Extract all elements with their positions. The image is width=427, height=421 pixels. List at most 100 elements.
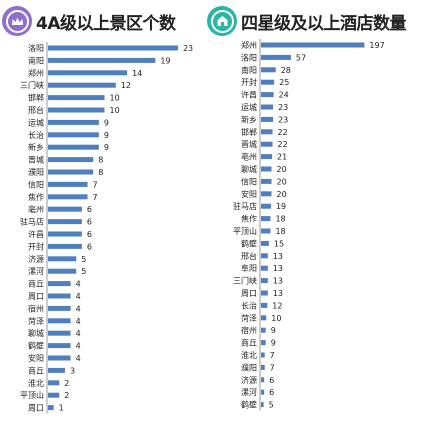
right-chart-value-label: 9 <box>271 326 276 335</box>
right-chart-bar <box>261 253 268 259</box>
left-chart-value-label: 23 <box>183 44 193 53</box>
left-chart-value-label: 14 <box>132 69 142 78</box>
left-chart-category-label: 信阳 <box>28 179 44 189</box>
left-chart-bar <box>48 206 82 212</box>
left-chart-bar <box>48 107 105 113</box>
right-chart-category-label: 长治 <box>241 300 257 310</box>
right-chart-bar <box>261 141 273 147</box>
left-chart-category-label: 漯河 <box>28 266 44 276</box>
right-chart-value-label: 13 <box>273 277 283 286</box>
right-chart-value-label: 23 <box>278 115 288 124</box>
right-chart-value-label: 28 <box>281 66 291 75</box>
left-chart-category-label: 聊城 <box>28 329 44 338</box>
right-chart-value-label: 12 <box>272 301 282 310</box>
left-chart-category-label: 平顶山 <box>20 390 44 400</box>
left-badge <box>2 6 32 36</box>
right-chart-category-label: 邢台 <box>241 251 257 261</box>
right-chart-bar <box>261 42 365 48</box>
right-chart-category-label: 信阳 <box>241 176 257 186</box>
left-chart-bar <box>48 57 156 63</box>
left-chart-bar <box>48 243 82 249</box>
left-chart-bar <box>48 181 88 187</box>
right-chart-value-label: 23 <box>278 103 288 112</box>
right-chart-category-label: 安阳 <box>241 189 257 199</box>
left-chart-bar <box>48 293 71 299</box>
left-chart-value-label: 6 <box>87 230 92 239</box>
right-chart-category-label: 菏泽 <box>241 313 257 323</box>
left-chart-category-label: 新乡 <box>28 142 44 152</box>
left-chart-value-label: 6 <box>87 242 92 251</box>
left-chart-value-label: 4 <box>76 292 81 301</box>
right-chart-category-label: 南阳 <box>241 65 257 75</box>
right-chart-value-label: 197 <box>369 41 384 50</box>
right-chart-bar <box>261 191 272 197</box>
left-chart-value-label: 9 <box>104 131 109 140</box>
right-chart-category-label: 驻马店 <box>233 201 257 211</box>
right-chart-value-label: 10 <box>271 314 281 323</box>
left-chart-value-label: 5 <box>81 255 86 264</box>
right-chart-bar <box>261 104 274 110</box>
left-chart-value-label: 4 <box>76 329 81 338</box>
left-chart-value-label: 9 <box>104 143 109 152</box>
right-chart-category-label: 周口 <box>241 289 257 298</box>
right-chart-bar <box>261 389 265 395</box>
left-chart-value-label: 2 <box>64 391 69 400</box>
left-chart-bar <box>48 144 99 150</box>
left-chart-bar <box>48 367 65 373</box>
left-chart-category-label: 许昌 <box>28 229 44 239</box>
left-chart-bar <box>48 318 71 324</box>
left-badge-ring <box>5 9 29 33</box>
left-chart-bar <box>48 231 82 237</box>
right-chart-value-label: 18 <box>275 215 285 224</box>
right-chart-value-label: 9 <box>271 339 276 348</box>
right-chart-bar <box>261 129 273 135</box>
left-chart-category-label: 周口 <box>28 292 44 301</box>
left-chart-value-label: 4 <box>76 354 81 363</box>
right-chart-category-label: 许昌 <box>241 90 257 100</box>
right-chart-value-label: 18 <box>275 227 285 236</box>
building-icon <box>217 16 227 26</box>
right-chart-bar <box>261 302 268 308</box>
left-chart-category-label: 安阳 <box>28 353 44 363</box>
right-chart-bar <box>261 54 291 60</box>
left-chart-bar <box>48 95 105 101</box>
right-chart-category-label: 阜阳 <box>241 263 257 273</box>
left-chart-bar <box>48 169 94 175</box>
right-chart-bar <box>261 203 271 209</box>
left-chart-value-label: 4 <box>76 280 81 289</box>
right-badge <box>207 6 237 36</box>
left-chart-category-label: 菏泽 <box>28 316 44 326</box>
left-chart-category-label: 济源 <box>28 254 44 264</box>
right-chart-bar <box>261 364 265 370</box>
left-chart-value-label: 7 <box>93 193 98 202</box>
left-chart-category-label: 三门峡 <box>20 80 44 90</box>
left-chart-bar <box>48 256 77 262</box>
left-chart-category-label: 焦作 <box>28 192 44 202</box>
right-chart-category-label: 淮北 <box>241 350 257 360</box>
right-chart-bar <box>261 154 273 160</box>
right-chart-category-label: 新乡 <box>241 114 257 124</box>
left-chart-category-label: 商丘 <box>28 279 44 289</box>
right-chart-category-label: 商丘 <box>241 338 257 348</box>
right-chart-value-label: 6 <box>269 388 274 397</box>
left-chart-category-label: 淮北 <box>28 378 44 388</box>
right-chart-category-label: 郑州 <box>241 40 257 50</box>
left-chart-value-label: 4 <box>76 304 81 313</box>
left-chart-bar <box>48 119 99 125</box>
right-chart-value-label: 57 <box>296 53 306 62</box>
right-chart-bar <box>261 116 274 122</box>
left-chart-category-label: 开封 <box>28 241 44 251</box>
left-chart-value-label: 2 <box>64 379 69 388</box>
left-chart-bar <box>48 281 71 287</box>
right-chart-bar <box>261 315 267 321</box>
right-chart-value-label: 20 <box>277 177 287 186</box>
right-chart-value-label: 22 <box>278 128 288 137</box>
left-chart-value-label: 1 <box>59 404 64 413</box>
right-chart-title: 四星级及以上酒店数量 <box>241 13 407 34</box>
right-chart-bar <box>261 327 266 333</box>
left-chart-bar <box>48 82 116 88</box>
left-chart-value-label: 8 <box>98 168 103 177</box>
left-chart-category-label: 宿州 <box>28 303 44 313</box>
right-chart-value-label: 20 <box>277 165 287 174</box>
right-chart-value-label: 22 <box>278 140 288 149</box>
